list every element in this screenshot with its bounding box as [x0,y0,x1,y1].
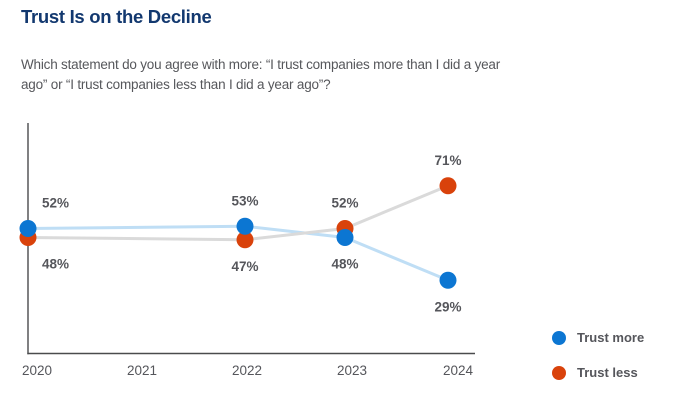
trend-line-chart: 2020 2021 2022 2023 2024 52% 53% 48% 29% 48% 47% 52… [19,123,475,378]
data-point-trust-more-2023 [336,229,354,246]
data-point-trust-more-2024 [439,271,457,289]
legend-item-trust-more: Trust more [552,330,644,345]
trust-more-dot-icon [552,330,566,345]
x-tick-label-2022: 2022 [232,363,262,378]
series-line-trust-less [26,184,450,242]
point-label-trust-less-2024: 71% [434,153,461,168]
x-tick-label-2020: 2020 [22,363,52,378]
point-label-trust-more-2020: 52% [42,196,69,211]
chart-legend: Trust more Trust less [552,330,644,380]
data-point-trust-more-2020 [19,220,37,237]
point-label-trust-less-2022: 47% [231,259,258,274]
x-tick-label-2023: 2023 [337,363,367,378]
x-tick-label-2021: 2021 [127,363,157,378]
point-label-trust-less-2020: 48% [42,257,69,272]
legend-label: Trust more [577,330,645,345]
x-tick-label-2024: 2024 [443,363,474,378]
point-label-trust-more-2023: 48% [331,257,358,272]
data-point-trust-more-2022 [236,217,254,235]
data-point-trust-less-2022 [236,231,254,249]
survey-question-text: Which statement do you agree with more: … [21,57,501,92]
point-label-trust-less-2023: 52% [331,196,358,211]
point-label-trust-more-2024: 29% [434,299,461,314]
series-line-trust-more [26,224,450,282]
trust-less-dot-icon [552,365,566,380]
page-title: Trust Is on the Decline [21,6,212,27]
point-label-trust-more-2022: 53% [231,193,258,208]
legend-item-trust-less: Trust less [552,365,644,380]
legend-label: Trust less [577,365,638,380]
data-point-trust-less-2024 [439,177,457,195]
